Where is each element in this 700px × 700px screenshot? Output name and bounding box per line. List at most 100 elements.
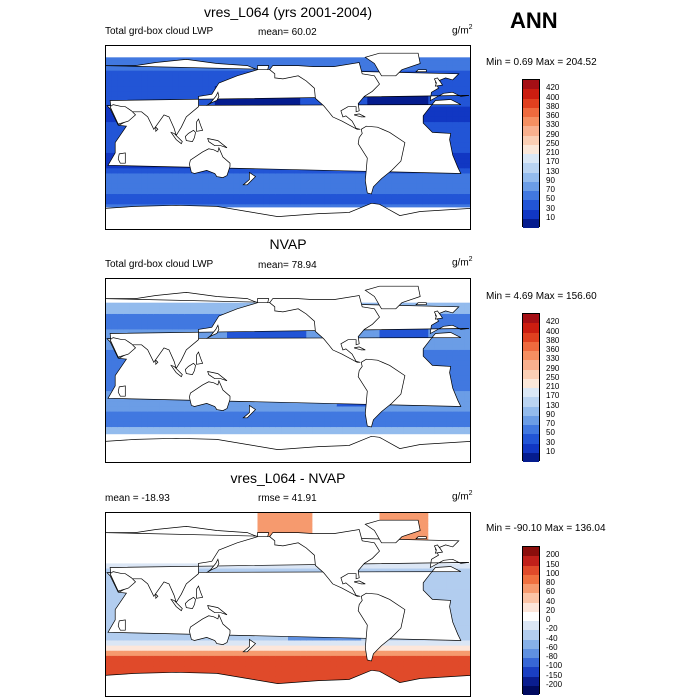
map-field-cell: [422, 173, 429, 180]
map-field-cell: [117, 666, 124, 672]
map-field-cell: [153, 194, 161, 200]
map-field-cell: [458, 204, 466, 210]
map-field-cell: [446, 122, 454, 128]
map-field-cell: [361, 173, 368, 180]
map-field-cell: [178, 635, 185, 641]
map-field-cell: [166, 173, 173, 180]
map-field-cell: [111, 86, 118, 92]
map-field-cell: [385, 199, 393, 205]
map-field-cell: [141, 421, 149, 428]
map-field-cell: [147, 517, 155, 523]
map-field-cell: [434, 96, 441, 103]
map-field-cell: [172, 319, 179, 325]
map-field-cell: [397, 199, 405, 205]
colorbar-level-label: 90: [546, 409, 555, 419]
colorbar-swatch: [523, 209, 539, 219]
map-field-cell: [312, 173, 319, 180]
map-field-cell: [196, 427, 204, 433]
map-field-cell: [111, 427, 118, 433]
map-field-cell: [178, 80, 185, 87]
map-field-cell: [129, 532, 136, 539]
map-field-cell: [141, 427, 149, 433]
map-field-cell: [458, 427, 466, 433]
map-field-cell: [458, 349, 466, 356]
map-field-cell: [220, 421, 228, 428]
map-field-cell: [227, 188, 234, 195]
map-field-cell: [257, 329, 265, 336]
continent-outline: [184, 129, 196, 142]
map-field-cell: [184, 635, 191, 641]
map-field-cell: [318, 60, 326, 67]
colorbar-level-label: 90: [546, 175, 555, 185]
map-field-cell: [458, 168, 466, 174]
map-field-cell: [147, 645, 155, 652]
map-field-cell: [312, 188, 319, 195]
colorbar-level-label: 250: [546, 372, 560, 382]
map-field-cell: [422, 411, 429, 418]
map-field-cell: [452, 365, 460, 371]
map-field-cell: [300, 178, 307, 185]
map-field-cell: [428, 427, 435, 433]
map-field-cell: [434, 91, 441, 97]
map-field-cell: [464, 183, 471, 190]
map-field-cell: [416, 411, 423, 418]
map-field-cell: [117, 594, 124, 600]
map-field-cell: [129, 527, 136, 534]
map-field-cell: [172, 178, 179, 185]
map-field-cell: [428, 204, 435, 210]
map-field-cell: [306, 411, 313, 418]
map-field-cell: [428, 188, 435, 195]
map-field-cell: [312, 427, 319, 433]
map-field-cell: [208, 427, 216, 433]
map-field-cell: [208, 70, 216, 77]
map-field-cell: [166, 406, 173, 413]
map-field-cell: [172, 86, 179, 92]
map-field-cell: [111, 666, 118, 672]
map-field-cell: [349, 183, 356, 190]
map-field-cell: [135, 421, 143, 428]
map-field-cell: [172, 666, 179, 672]
map-field-cell: [111, 375, 118, 382]
map-field-cell: [458, 308, 466, 315]
map-field-cell: [123, 635, 130, 641]
map-field-cell: [281, 194, 289, 200]
map-field-cell: [153, 640, 161, 647]
map-field-cell: [324, 168, 332, 174]
map-field-cell: [202, 313, 210, 320]
colorbar-level-label: 420: [546, 83, 560, 93]
map-field-cell: [105, 339, 112, 346]
map-field-cell: [123, 303, 130, 310]
map-field-cell: [312, 168, 319, 174]
map-field-cell: [111, 604, 118, 611]
map-field-cell: [153, 178, 161, 185]
map-field-cell: [428, 116, 435, 123]
map-field-cell: [178, 75, 185, 82]
map-field-cell: [288, 96, 295, 103]
map-field-cell: [452, 355, 460, 361]
map-field-cell: [153, 645, 161, 652]
map-field-cell: [428, 55, 435, 61]
map-field-cell: [464, 370, 471, 377]
colorbar-swatch: [523, 98, 539, 108]
map-field-cell: [452, 80, 460, 87]
map-field-cell: [141, 168, 149, 174]
map-field-cell: [379, 199, 387, 205]
map-field-cell: [245, 188, 252, 195]
map-field-cell: [135, 406, 143, 413]
map-field-cell: [117, 655, 124, 662]
map-field-cell: [342, 194, 350, 200]
map-field-cell: [135, 65, 143, 72]
map-field-cell: [159, 313, 167, 320]
map-field-cell: [129, 406, 136, 413]
map-field-cell: [458, 375, 466, 382]
continent-outline: [269, 62, 380, 130]
map-field-cell: [147, 650, 155, 657]
map-field-cell: [166, 308, 173, 315]
map-field-cell: [172, 522, 179, 528]
map-field-cell: [385, 183, 393, 190]
map-field-cell: [281, 406, 289, 413]
map-field-cell: [135, 178, 143, 185]
map-field-cell: [269, 178, 277, 185]
map-field-cell: [294, 406, 301, 413]
map-field-cell: [300, 55, 307, 61]
